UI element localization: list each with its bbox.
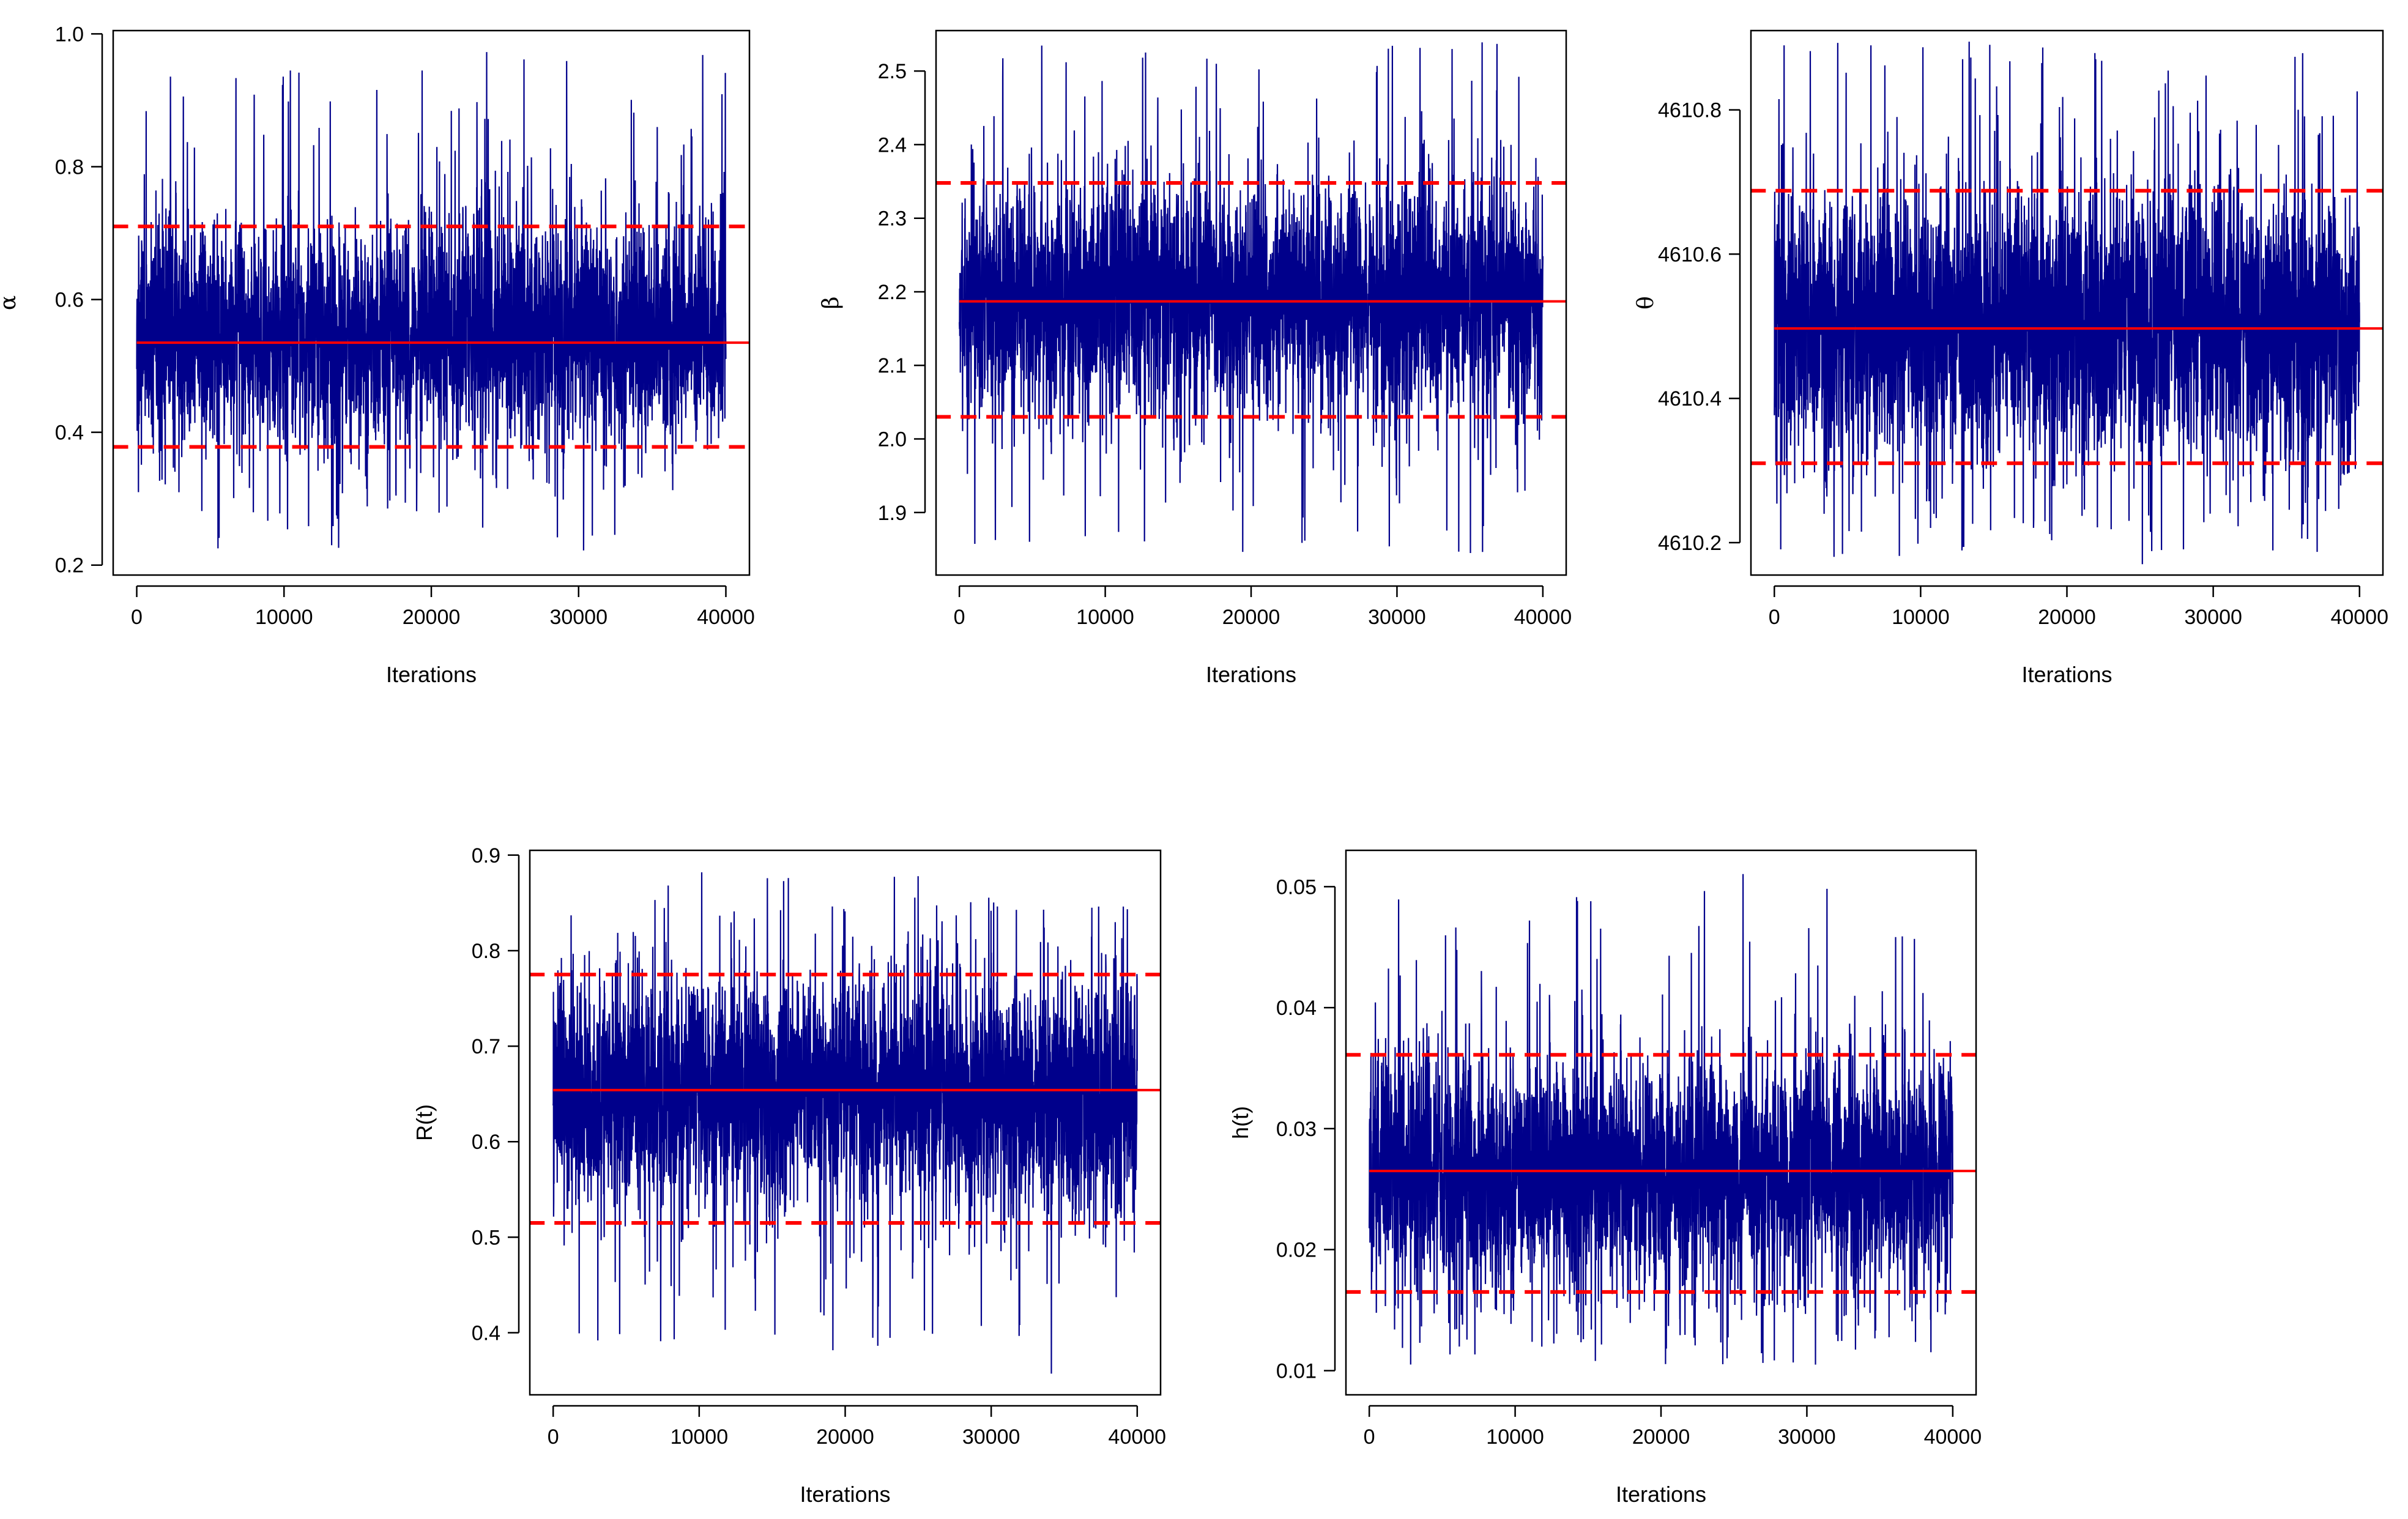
- trace-line-theta: [1774, 42, 2360, 565]
- trace-line-reliability: [552, 872, 1138, 1374]
- y-tick-label-reliability: 0.8: [472, 940, 500, 963]
- x-tick-label-beta: 20000: [1222, 606, 1280, 629]
- y-tick-label-beta: 2.2: [878, 281, 907, 304]
- trace-line-beta: [959, 42, 1544, 554]
- y-tick-label-hazard: 0.03: [1276, 1118, 1317, 1141]
- x-tick-label-hazard: 20000: [1632, 1425, 1690, 1449]
- y-tick-label-beta: 2.1: [878, 354, 907, 377]
- y-tick-label-theta: 4610.4: [1658, 387, 1722, 410]
- x-tick-label-beta: 0: [954, 606, 965, 629]
- y-tick-label-reliability: 0.6: [472, 1131, 500, 1154]
- x-tick-label-alpha: 0: [131, 606, 143, 629]
- x-tick-label-reliability: 30000: [962, 1425, 1020, 1449]
- x-axis-title-alpha: Iterations: [386, 662, 477, 687]
- x-tick-label-beta: 10000: [1076, 606, 1134, 629]
- trace-panel-reliability: 0 10000 20000 30000 40000 0.4 0.5 0.6 0.7 0.8 0.9 I…: [412, 844, 1166, 1507]
- y-tick-label-reliability: 0.9: [472, 844, 500, 867]
- trace-panel-theta: 0 10000 20000 30000 40000 4610.2 4610.4 4610.6 4…: [1633, 29, 2388, 687]
- trace-panel-alpha: 0 10000 20000 30000 40000 0.2 0.4 0.6 0.8 1.0 Iter…: [0, 23, 755, 687]
- y-tick-label-alpha: 1.0: [55, 23, 84, 46]
- plot-frame-hazard: [1345, 849, 1977, 1396]
- x-tick-label-hazard: 40000: [1924, 1425, 1982, 1449]
- plot-frame-theta: [1750, 29, 2384, 576]
- x-tick-label-theta: 40000: [2330, 606, 2388, 629]
- x-tick-label-alpha: 30000: [549, 606, 608, 629]
- y-tick-label-alpha: 0.6: [55, 289, 84, 312]
- trace-line-hazard: [1369, 874, 1953, 1365]
- y-axis-title-beta: β: [819, 297, 844, 310]
- y-tick-label-alpha: 0.2: [55, 554, 84, 578]
- y-tick-label-alpha: 0.8: [55, 156, 84, 179]
- y-tick-label-reliability: 0.4: [472, 1322, 500, 1345]
- plot-frame-reliability: [529, 849, 1162, 1396]
- x-tick-label-alpha: 10000: [255, 606, 313, 629]
- plot-frame-beta: [935, 29, 1567, 576]
- x-tick-label-reliability: 40000: [1109, 1425, 1167, 1449]
- y-tick-label-beta: 2.3: [878, 207, 907, 231]
- y-axis-title-alpha: α: [0, 295, 21, 310]
- x-tick-label-alpha: 40000: [697, 606, 755, 629]
- y-tick-label-beta: 2.0: [878, 428, 907, 451]
- y-tick-label-beta: 2.4: [878, 133, 907, 157]
- x-tick-label-hazard: 0: [1364, 1425, 1375, 1449]
- y-tick-label-alpha: 0.4: [55, 422, 84, 445]
- x-tick-label-reliability: 0: [548, 1425, 559, 1449]
- x-tick-label-reliability: 20000: [816, 1425, 874, 1449]
- x-tick-label-theta: 20000: [2038, 606, 2096, 629]
- y-tick-label-hazard: 0.02: [1276, 1239, 1317, 1262]
- plot-frame-alpha: [112, 29, 751, 576]
- y-tick-label-beta: 1.9: [878, 502, 907, 525]
- y-tick-label-hazard: 0.01: [1276, 1359, 1317, 1383]
- trace-line-alpha: [136, 52, 727, 551]
- y-axis-title-reliability: R(t): [412, 1104, 437, 1141]
- y-tick-label-reliability: 0.5: [472, 1226, 500, 1249]
- y-tick-label-hazard: 0.04: [1276, 997, 1317, 1020]
- x-tick-label-theta: 10000: [1892, 606, 1950, 629]
- x-axis-title-beta: Iterations: [1206, 662, 1296, 687]
- x-tick-label-reliability: 10000: [671, 1425, 729, 1449]
- trace-panel-beta: 0 10000 20000 30000 40000 1.9 2.0 2.1 2.2 2.3 2.4 2…: [819, 29, 1572, 687]
- x-tick-label-theta: 30000: [2184, 606, 2242, 629]
- y-tick-label-reliability: 0.7: [472, 1035, 500, 1058]
- x-tick-label-hazard: 10000: [1486, 1425, 1544, 1449]
- y-axis-title-hazard: h(t): [1228, 1106, 1253, 1139]
- y-tick-label-theta: 4610.6: [1658, 243, 1722, 266]
- y-tick-label-theta: 4610.2: [1658, 532, 1722, 555]
- y-axis-title-theta: θ: [1633, 296, 1659, 310]
- x-tick-label-hazard: 30000: [1778, 1425, 1836, 1449]
- x-tick-label-beta: 40000: [1514, 606, 1572, 629]
- y-tick-label-theta: 4610.8: [1658, 99, 1722, 122]
- x-axis-title-hazard: Iterations: [1616, 1482, 1706, 1507]
- x-axis-title-reliability: Iterations: [800, 1482, 890, 1507]
- x-tick-label-theta: 0: [1769, 606, 1780, 629]
- y-tick-label-beta: 2.5: [878, 60, 907, 83]
- x-tick-label-alpha: 20000: [403, 606, 461, 629]
- x-axis-title-theta: Iterations: [2021, 662, 2112, 687]
- trace-panel-hazard: 0 10000 20000 30000 40000 0.01 0.02 0.03 0.04 0.0…: [1228, 849, 1982, 1507]
- y-tick-label-hazard: 0.05: [1276, 875, 1317, 899]
- x-tick-label-beta: 30000: [1368, 606, 1426, 629]
